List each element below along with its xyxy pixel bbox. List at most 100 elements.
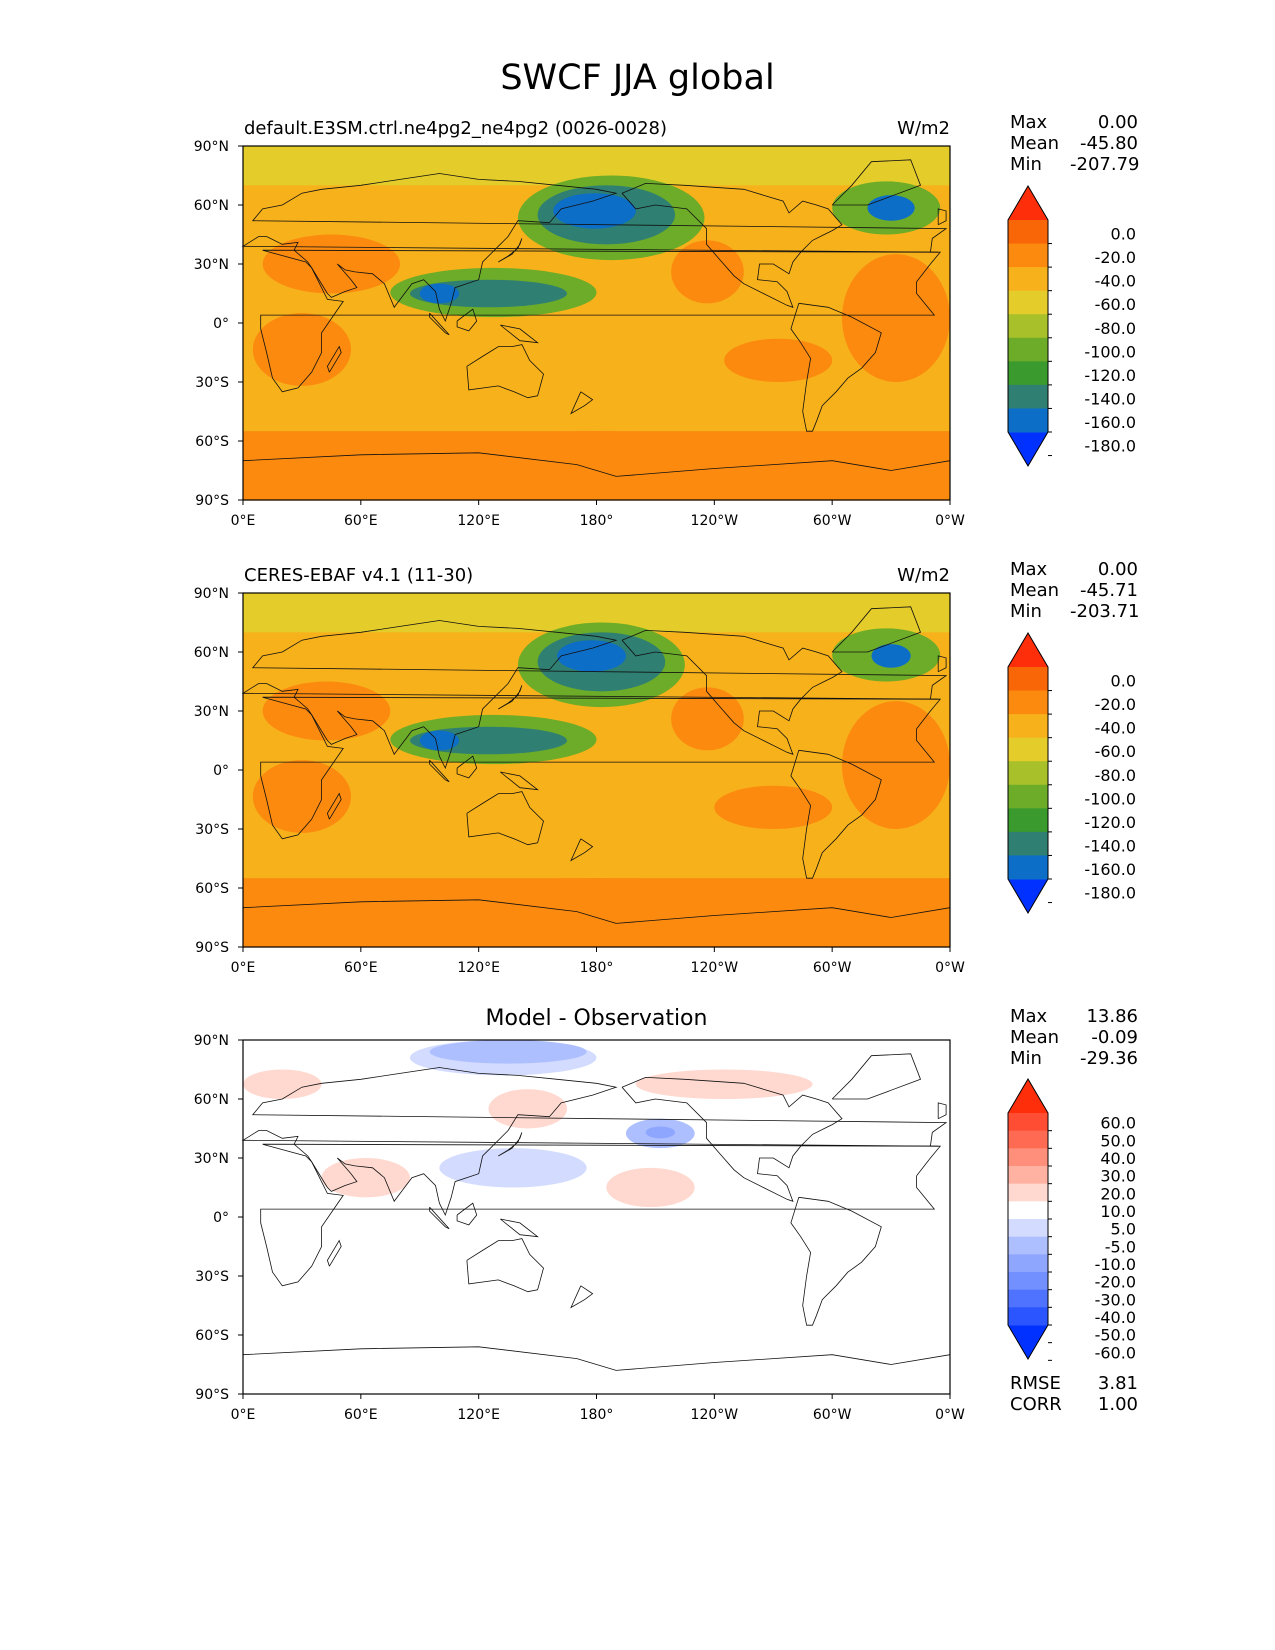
colorbar-tick-label: -20.0 bbox=[1095, 248, 1136, 267]
panel-1-colorbar: 0.0 -20.0 -40.0 -60.0 -80.0 -100.0 -120.0 -140.… bbox=[1007, 185, 1136, 467]
colorbar-tick-label: 0.0 bbox=[1111, 672, 1136, 691]
panel-2-colorbar: 0.0 -20.0 -40.0 -60.0 -80.0 -100.0 -120.0 -140.… bbox=[1007, 632, 1136, 914]
swcf-region-12 bbox=[841, 701, 950, 829]
colorbar-segment bbox=[1008, 831, 1048, 856]
coastline-japan bbox=[498, 1132, 523, 1157]
colorbar-tick-label: 60.0 bbox=[1100, 1114, 1136, 1133]
swcf-region-2 bbox=[419, 730, 460, 751]
x-tick-label: 120°W bbox=[691, 960, 739, 976]
swcf-band--5 bbox=[243, 779, 950, 791]
swcf-region-7 bbox=[871, 644, 911, 668]
y-tick-label: 30°S bbox=[195, 822, 229, 838]
x-tick-label: 60°E bbox=[344, 513, 378, 529]
colorbar-tick-label: -140.0 bbox=[1084, 836, 1136, 855]
x-tick-label: 0°W bbox=[935, 513, 965, 529]
y-tick-label: 30°S bbox=[195, 375, 229, 391]
swcf-region-7 bbox=[867, 195, 915, 221]
colorbar-segment bbox=[1008, 290, 1048, 315]
coastline-uk bbox=[937, 655, 947, 673]
y-tick-label: 90°S bbox=[195, 1387, 229, 1403]
colorbar-tick-label: -180.0 bbox=[1084, 437, 1136, 456]
x-tick-label: 120°W bbox=[691, 1407, 739, 1423]
swcf-band-20 bbox=[243, 283, 950, 295]
coastline-australia bbox=[466, 791, 544, 846]
x-tick-label: 0°E bbox=[231, 960, 256, 976]
colorbar-tick-label: -20.0 bbox=[1095, 695, 1136, 714]
colorbar-tick-label: -10.0 bbox=[1095, 1255, 1136, 1274]
coastline-south-america bbox=[790, 749, 882, 879]
coastline-sumatra bbox=[429, 759, 450, 783]
swcf-band--10 bbox=[243, 342, 950, 354]
coastline-africa bbox=[260, 1143, 942, 1287]
colorbar-segment bbox=[1008, 1272, 1048, 1291]
diff-anomaly-9 bbox=[439, 1148, 587, 1188]
swcf-band-85 bbox=[243, 155, 950, 167]
x-tick-label: 120°W bbox=[691, 513, 739, 529]
panel-1-map: 0°E 60°E 120°E 180° 120°W 60°W 0°W 90°N 60°N 30°N… bbox=[194, 139, 965, 529]
y-tick-label: 60°N bbox=[194, 645, 229, 661]
y-tick-label: 0° bbox=[213, 316, 229, 332]
colorbar-segment bbox=[1008, 1219, 1048, 1238]
diff-anomaly-6 bbox=[488, 1089, 568, 1129]
colorbar-tick-label: 30.0 bbox=[1100, 1167, 1136, 1186]
panel-1-units: W/m2 bbox=[897, 118, 950, 139]
y-tick-label: 60°S bbox=[195, 434, 229, 450]
colorbar-segment bbox=[1008, 1183, 1048, 1202]
coastline-madagascar bbox=[326, 792, 342, 820]
swcf-band--25 bbox=[243, 819, 950, 830]
colorbar-tick-label: 20.0 bbox=[1100, 1184, 1136, 1203]
colorbar-top-extend bbox=[1008, 186, 1048, 220]
colorbar-tick-label: -60.0 bbox=[1095, 1343, 1136, 1362]
coastline-australia bbox=[466, 1238, 544, 1293]
coastline-north-america bbox=[621, 629, 843, 755]
swcf-band-5 bbox=[243, 313, 950, 324]
swcf-band--15 bbox=[243, 799, 950, 810]
coastline-eurasia bbox=[241, 1067, 948, 1217]
swcf-band--35 bbox=[243, 391, 950, 403]
swcf-band--40 bbox=[243, 401, 950, 413]
colorbar-segment bbox=[1008, 1236, 1048, 1255]
colorbar-segment bbox=[1008, 784, 1048, 809]
colorbar-tick-label: -180.0 bbox=[1084, 884, 1136, 903]
colorbar-top-extend bbox=[1008, 633, 1048, 667]
colorbar-tick-label: -100.0 bbox=[1084, 789, 1136, 808]
swcf-band--50 bbox=[243, 868, 950, 879]
panel-2-units: W/m2 bbox=[897, 565, 950, 586]
coastline-north-america bbox=[621, 1076, 843, 1202]
coastline-north-america bbox=[621, 182, 843, 308]
swcf-band-80 bbox=[243, 165, 950, 177]
swcf-region-12 bbox=[841, 254, 950, 382]
swcf-band--45 bbox=[243, 411, 950, 422]
x-tick-label: 0°W bbox=[935, 1407, 965, 1423]
coastline-new-zealand bbox=[570, 1285, 594, 1309]
x-tick-label: 120°E bbox=[457, 1407, 500, 1423]
swcf-region-13 bbox=[243, 431, 950, 501]
colorbar-segment bbox=[1008, 667, 1048, 692]
y-tick-label: 0° bbox=[213, 1210, 229, 1226]
panel-3-title: Model - Observation bbox=[485, 1006, 708, 1031]
swcf-band-5 bbox=[243, 760, 950, 771]
panel-2-title: CERES-EBAF v4.1 (11-30) bbox=[244, 565, 474, 586]
x-tick-label: 180° bbox=[580, 960, 614, 976]
colorbar-segment bbox=[1008, 337, 1048, 362]
diff-anomaly-8 bbox=[625, 1181, 656, 1198]
colorbar-segment bbox=[1008, 243, 1048, 268]
swcf-band--35 bbox=[243, 838, 950, 850]
swcf-band--50 bbox=[243, 421, 950, 432]
panel-1-stats: Max 0.00 Mean -45.80 Min -207.79 bbox=[1010, 112, 1140, 175]
coastline-uk bbox=[937, 1102, 947, 1120]
colorbar-segment bbox=[1008, 1289, 1048, 1308]
x-tick-label: 120°E bbox=[457, 513, 500, 529]
x-tick-label: 180° bbox=[580, 513, 614, 529]
colorbar-tick-label: 40.0 bbox=[1100, 1149, 1136, 1168]
swcf-band-80 bbox=[243, 612, 950, 624]
coastline-new-guinea bbox=[500, 771, 539, 791]
swcf-region-8 bbox=[252, 313, 352, 386]
swcf-band-10 bbox=[243, 303, 950, 314]
coastline-greenland bbox=[831, 1053, 922, 1100]
panel-1-title: default.E3SM.ctrl.ne4pg2_ne4pg2 (0026-00… bbox=[244, 118, 667, 139]
swcf-band--10 bbox=[243, 789, 950, 801]
coastline-new-zealand bbox=[570, 838, 594, 862]
y-tick-label: 60°S bbox=[195, 881, 229, 897]
swcf-band-90 bbox=[243, 146, 950, 157]
